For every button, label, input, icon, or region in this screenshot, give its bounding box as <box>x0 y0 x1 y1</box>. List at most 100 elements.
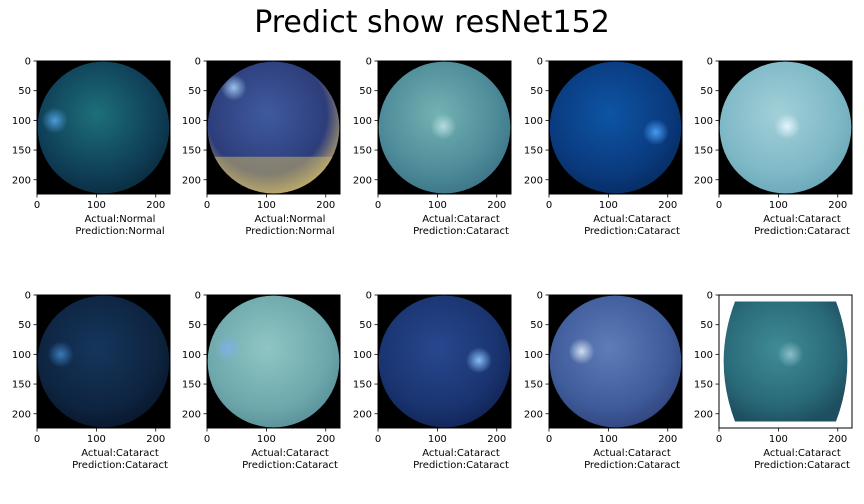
optic-disc-spot <box>777 341 804 368</box>
panel-caption: Actual:Cataract Prediction:Cataract <box>529 448 735 472</box>
axes-frame <box>377 294 512 429</box>
y-tick-label: 200 <box>353 409 372 420</box>
x-tick-label: 100 <box>599 200 618 211</box>
y-tick-label: 150 <box>182 146 201 157</box>
y-tick-label: 200 <box>524 175 543 186</box>
x-tick-label: 0 <box>34 200 40 211</box>
y-tick-label: 50 <box>359 86 372 97</box>
y-tick-label: 150 <box>12 380 31 391</box>
y-tick-label: 100 <box>694 350 713 361</box>
x-tick-label: 0 <box>375 200 381 211</box>
y-tick-label: 100 <box>182 116 201 127</box>
fundus-image-axes: 0 50 100 150 200 0 100 200 <box>694 291 853 445</box>
y-tick-label: 50 <box>530 320 543 331</box>
y-tick-label: 150 <box>182 380 201 391</box>
actual-label: Actual:Normal <box>84 214 156 225</box>
y-tick-label: 100 <box>12 350 31 361</box>
axes-frame <box>718 294 853 429</box>
x-tick-label: 200 <box>316 434 335 445</box>
y-tick-label: 50 <box>359 320 372 331</box>
optic-disc-spot <box>220 74 247 101</box>
prediction-panel: 0 50 100 150 200 0 100 200 Actual:Cataract Predic… <box>12 291 207 480</box>
fundus-disc <box>549 61 682 194</box>
fundus-disc <box>378 295 511 428</box>
actual-label: Actual:Cataract <box>593 214 671 225</box>
x-tick-label: 0 <box>546 434 552 445</box>
optic-disc-spot <box>47 341 74 368</box>
fundus-disc <box>549 295 682 428</box>
fundus-image-axes: 0 50 100 150 200 0 100 200 <box>182 291 341 445</box>
prediction-panel: 0 50 100 150 200 0 100 200 Actual:Cataract Predic… <box>353 291 548 480</box>
prediction-label: Prediction:Cataract <box>72 460 168 471</box>
prediction-label: Prediction:Cataract <box>754 460 850 471</box>
prediction-panel: 0 50 100 150 200 0 100 200 Actual:Cataract Predic… <box>353 57 548 246</box>
x-tick-label: 200 <box>658 200 677 211</box>
x-tick-label: 200 <box>146 200 165 211</box>
axes-frame <box>36 60 171 195</box>
optic-disc-spot <box>774 113 801 140</box>
fundus-disc <box>37 61 170 194</box>
x-tick-label: 100 <box>769 200 788 211</box>
axes-frame <box>206 60 341 195</box>
prediction-panel: 0 50 100 150 200 0 100 200 Actual:Cataract Predic… <box>524 291 719 480</box>
fundus-disc <box>37 295 170 428</box>
fundus-image-axes: 0 50 100 150 200 0 100 200 <box>694 57 853 211</box>
x-tick-label: 100 <box>428 434 447 445</box>
actual-label: Actual:Cataract <box>422 214 500 225</box>
prediction-label: Prediction:Normal <box>75 226 165 237</box>
y-tick-label: 50 <box>700 86 713 97</box>
y-tick-label: 50 <box>18 320 31 331</box>
y-tick-label: 0 <box>537 291 543 302</box>
fundus-image-axes: 0 50 100 150 200 0 100 200 <box>12 57 171 211</box>
x-tick-label: 0 <box>204 200 210 211</box>
x-tick-label: 100 <box>257 200 276 211</box>
y-tick-label: 0 <box>25 291 31 302</box>
fundus-image-axes: 0 50 100 150 200 0 100 200 <box>524 57 683 211</box>
y-tick-label: 100 <box>524 116 543 127</box>
panel-caption: Actual:Cataract Prediction:Cataract <box>699 448 864 472</box>
y-tick-label: 200 <box>12 175 31 186</box>
y-tick-label: 200 <box>694 409 713 420</box>
prediction-label: Prediction:Cataract <box>413 460 509 471</box>
y-tick-label: 150 <box>353 380 372 391</box>
axes-frame <box>206 294 341 429</box>
axes-frame <box>36 294 171 429</box>
fundus-disc <box>207 295 340 428</box>
y-tick-label: 0 <box>195 57 201 68</box>
y-tick-label: 50 <box>700 320 713 331</box>
panel-caption: Actual:Cataract Prediction:Cataract <box>358 214 564 238</box>
x-tick-label: 200 <box>487 434 506 445</box>
prediction-panel: 0 50 100 150 200 0 100 200 Actual:Cataract Predic… <box>694 57 864 246</box>
y-tick-label: 50 <box>530 86 543 97</box>
panel-caption: Actual:Cataract Prediction:Cataract <box>699 214 864 238</box>
prediction-label: Prediction:Cataract <box>584 226 680 237</box>
x-tick-label: 0 <box>204 434 210 445</box>
y-tick-label: 200 <box>182 409 201 420</box>
y-tick-label: 0 <box>707 57 713 68</box>
y-tick-label: 0 <box>707 291 713 302</box>
y-tick-label: 150 <box>353 146 372 157</box>
prediction-label: Prediction:Cataract <box>754 226 850 237</box>
fundus-image-axes: 0 50 100 150 200 0 100 200 <box>353 57 512 211</box>
fundus-image-axes: 0 50 100 150 200 0 100 200 <box>12 291 171 445</box>
actual-label: Actual:Cataract <box>81 448 159 459</box>
prediction-label: Prediction:Cataract <box>413 226 509 237</box>
prediction-panel: 0 50 100 150 200 0 100 200 Actual:Cataract Predic… <box>524 57 719 246</box>
y-tick-label: 0 <box>25 57 31 68</box>
figure-title: Predict show resNet152 <box>254 5 610 40</box>
y-tick-label: 100 <box>524 350 543 361</box>
panel-caption: Actual:Cataract Prediction:Cataract <box>17 448 223 472</box>
y-tick-label: 100 <box>182 350 201 361</box>
panel-caption: Actual:Cataract Prediction:Cataract <box>358 448 564 472</box>
panel-caption: Actual:Cataract Prediction:Cataract <box>529 214 735 238</box>
x-tick-label: 200 <box>316 200 335 211</box>
x-tick-label: 100 <box>769 434 788 445</box>
y-tick-label: 200 <box>12 409 31 420</box>
optic-disc-spot <box>642 119 669 146</box>
actual-label: Actual:Cataract <box>251 448 329 459</box>
y-tick-label: 200 <box>182 175 201 186</box>
optic-disc-spot <box>214 335 241 362</box>
axes-frame <box>548 294 683 429</box>
panel-caption: Actual:Cataract Prediction:Cataract <box>187 448 393 472</box>
x-tick-label: 0 <box>375 434 381 445</box>
